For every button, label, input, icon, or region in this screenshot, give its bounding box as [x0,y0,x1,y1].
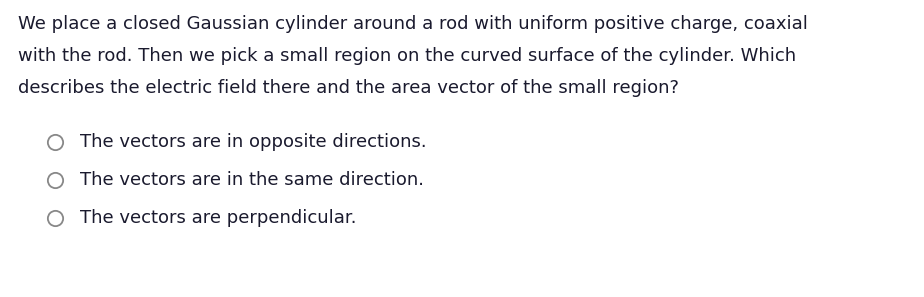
Text: The vectors are perpendicular.: The vectors are perpendicular. [80,209,357,227]
Text: The vectors are in opposite directions.: The vectors are in opposite directions. [80,133,427,151]
Text: The vectors are in the same direction.: The vectors are in the same direction. [80,171,424,189]
Text: with the rod. Then we pick a small region on the curved surface of the cylinder.: with the rod. Then we pick a small regio… [18,47,796,65]
Text: We place a closed Gaussian cylinder around a rod with uniform positive charge, c: We place a closed Gaussian cylinder arou… [18,15,808,33]
Text: describes the electric field there and the area vector of the small region?: describes the electric field there and t… [18,79,679,97]
